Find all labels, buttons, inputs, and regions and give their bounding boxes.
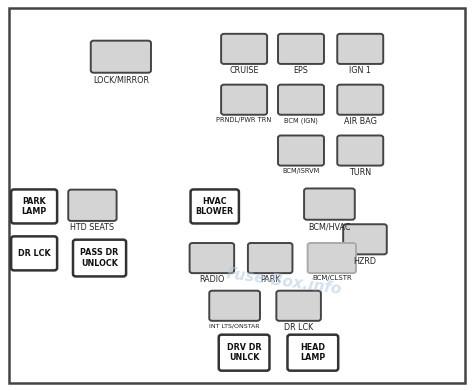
Text: HVAC
BLOWER: HVAC BLOWER [196,197,234,216]
FancyBboxPatch shape [221,84,267,115]
FancyBboxPatch shape [210,291,260,321]
FancyBboxPatch shape [287,335,338,371]
FancyBboxPatch shape [190,243,234,273]
Text: LOCK/MIRROR: LOCK/MIRROR [93,75,149,84]
Text: EPS: EPS [293,66,309,75]
FancyBboxPatch shape [248,243,292,273]
Text: HZRD: HZRD [354,256,376,266]
Text: BCM/ISRVM: BCM/ISRVM [283,168,319,174]
Text: RADIO: RADIO [199,275,225,285]
FancyBboxPatch shape [91,41,151,73]
FancyBboxPatch shape [278,136,324,165]
Text: Fuse-Box.info: Fuse-Box.info [226,266,343,297]
FancyBboxPatch shape [337,34,383,64]
Text: CRUISE: CRUISE [229,66,259,75]
FancyBboxPatch shape [308,243,356,273]
FancyBboxPatch shape [219,335,269,371]
Text: INT LTS/ONSTAR: INT LTS/ONSTAR [210,323,260,328]
FancyBboxPatch shape [278,84,324,115]
Text: PASS DR
UNLOCK: PASS DR UNLOCK [81,248,118,268]
FancyBboxPatch shape [337,136,383,165]
Text: AIR BAG: AIR BAG [344,117,377,126]
Text: DRV DR
UNLCK: DRV DR UNLCK [227,343,261,362]
Text: PARK: PARK [260,275,280,285]
Text: HEAD
LAMP: HEAD LAMP [300,343,326,362]
Text: DR LCK: DR LCK [284,323,313,332]
FancyBboxPatch shape [11,189,57,223]
Text: BCM/HVAC: BCM/HVAC [308,222,351,231]
Text: HTD SEATS: HTD SEATS [70,223,115,232]
Text: BCM/CLSTR: BCM/CLSTR [312,275,352,282]
Text: IGN 1: IGN 1 [349,66,371,75]
FancyBboxPatch shape [73,240,126,276]
FancyBboxPatch shape [68,190,117,221]
FancyBboxPatch shape [278,34,324,64]
FancyBboxPatch shape [11,236,57,271]
Text: PARK
LAMP: PARK LAMP [21,197,47,216]
FancyBboxPatch shape [276,291,321,321]
FancyBboxPatch shape [337,84,383,115]
Text: DR LCK: DR LCK [18,249,50,258]
Text: TURN: TURN [349,168,371,177]
Text: PRNDL/PWR TRN: PRNDL/PWR TRN [217,117,272,123]
FancyBboxPatch shape [304,188,355,220]
Text: BCM (IGN): BCM (IGN) [284,117,318,124]
FancyBboxPatch shape [191,189,239,223]
FancyBboxPatch shape [221,34,267,64]
FancyBboxPatch shape [343,224,387,254]
